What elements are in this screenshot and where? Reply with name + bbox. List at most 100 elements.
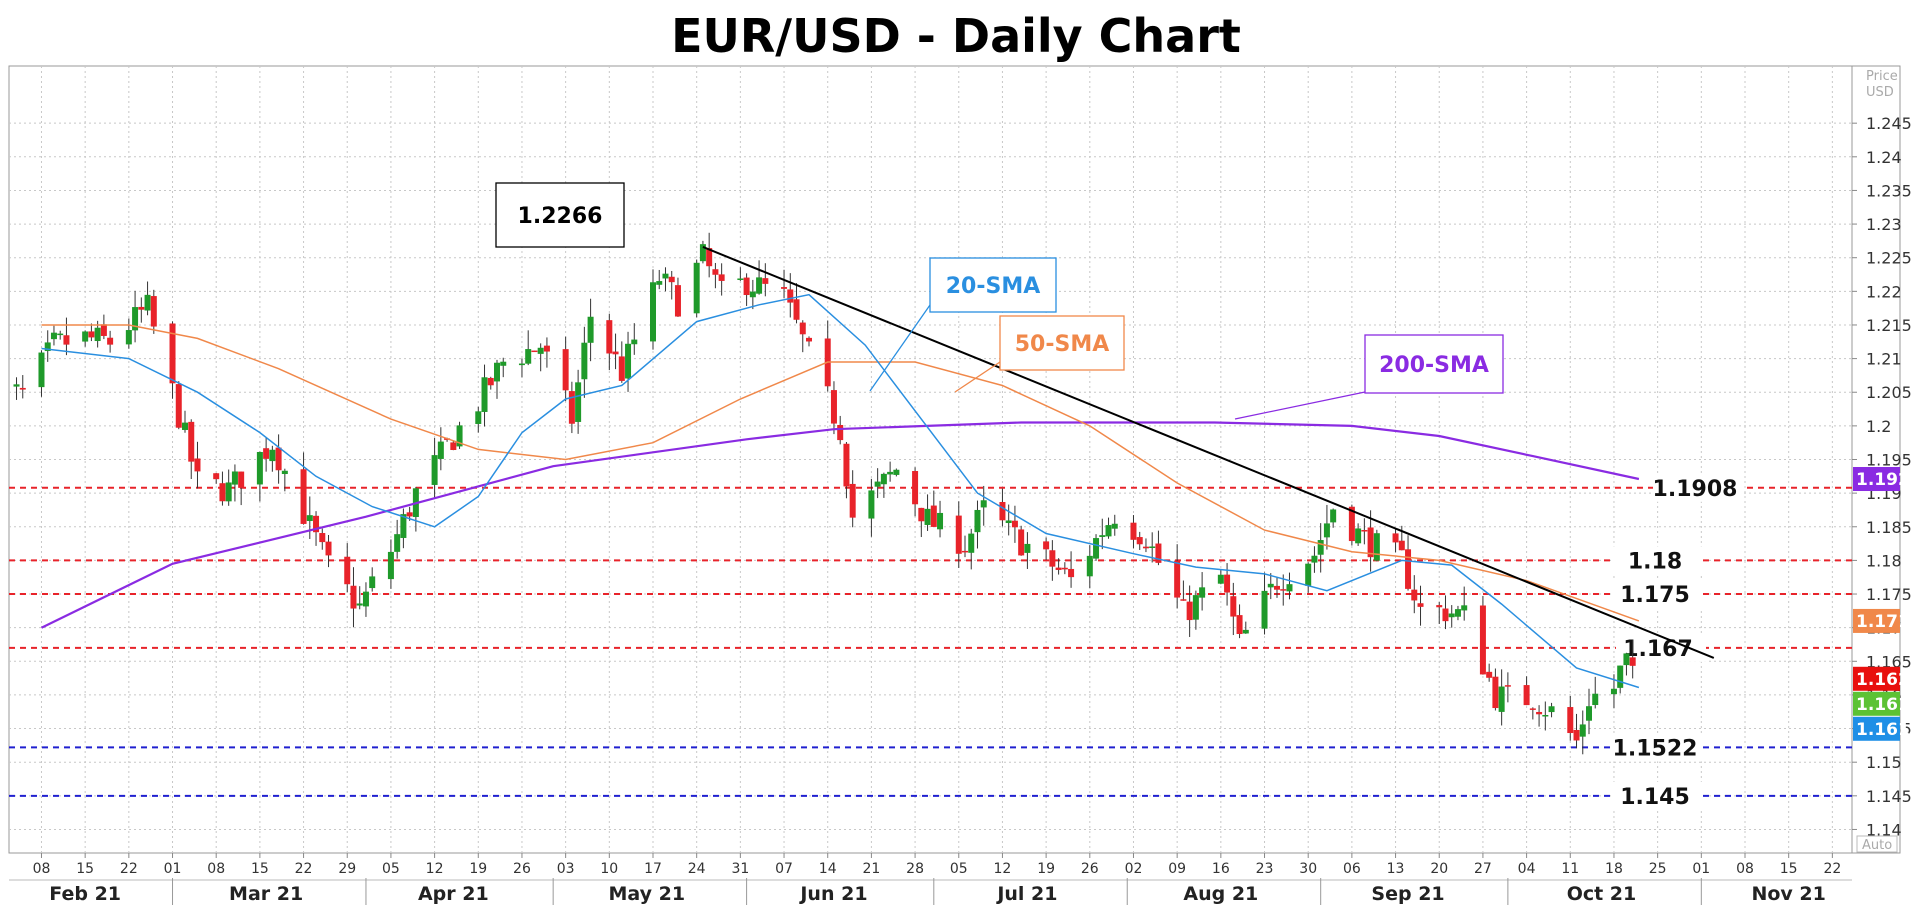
annotation-label: 200-SMA bbox=[1379, 353, 1489, 378]
candle-body bbox=[1542, 714, 1549, 717]
candle-body bbox=[169, 323, 176, 384]
candle-body bbox=[849, 483, 856, 518]
candle-body bbox=[1093, 538, 1100, 559]
candle-body bbox=[1111, 523, 1118, 529]
y-tick-label: 1.205 bbox=[1866, 383, 1912, 402]
x-month-label: May 21 bbox=[608, 883, 685, 905]
auto-scale-label: Auto bbox=[1862, 838, 1892, 853]
candle-body bbox=[107, 337, 114, 345]
level-label: 1.175 bbox=[1620, 583, 1690, 608]
annotation-box bbox=[999, 315, 1125, 371]
x-tick-label: 12 bbox=[426, 861, 444, 877]
x-tick-label: 02 bbox=[1125, 861, 1143, 877]
candle-body bbox=[575, 382, 582, 422]
x-tick-label: 26 bbox=[513, 861, 531, 877]
x-tick-label: 29 bbox=[338, 861, 356, 877]
candle-body bbox=[481, 377, 488, 412]
candle-body bbox=[1411, 589, 1418, 601]
x-month-label: Mar 21 bbox=[229, 883, 303, 905]
x-tick-label: 28 bbox=[906, 861, 924, 877]
x-tick-label: 23 bbox=[1256, 861, 1274, 877]
candle-body bbox=[606, 320, 613, 354]
candle-body bbox=[1018, 529, 1025, 556]
level-label-bg bbox=[1613, 546, 1703, 575]
candle-body bbox=[1011, 520, 1018, 528]
x-tick-label: 08 bbox=[1736, 861, 1754, 877]
x-tick-label: 12 bbox=[994, 861, 1012, 877]
annotation-box bbox=[1364, 334, 1504, 394]
price-tag-box bbox=[1853, 691, 1900, 716]
level-label: 1.18 bbox=[1628, 549, 1682, 574]
candle-body bbox=[437, 441, 444, 459]
candle-body bbox=[306, 515, 313, 522]
candle-body bbox=[631, 339, 638, 345]
x-tick-label: 17 bbox=[644, 861, 662, 877]
annotations: 1.2266 20-SMA 50-SMA 200-SMA bbox=[495, 182, 1504, 420]
candle-body bbox=[1049, 550, 1056, 567]
candle-body bbox=[712, 269, 719, 275]
candle-body bbox=[1355, 528, 1362, 544]
candle-body bbox=[937, 512, 944, 530]
level-label-bg bbox=[1613, 781, 1703, 810]
level-label: 1.145 bbox=[1620, 785, 1690, 810]
candle-body bbox=[125, 330, 132, 345]
candle-body bbox=[531, 350, 538, 353]
candle-body bbox=[1199, 587, 1206, 598]
candle-body bbox=[1086, 555, 1093, 577]
candle-body bbox=[781, 287, 788, 289]
annotation-label: 50-SMA bbox=[1015, 332, 1110, 357]
candle-body bbox=[525, 349, 532, 364]
candle-body bbox=[625, 343, 632, 379]
candle-body bbox=[1623, 653, 1630, 666]
x-month-label: Jul 21 bbox=[995, 883, 1057, 905]
candle-body bbox=[82, 331, 89, 342]
y-tick-label: 1.195 bbox=[1866, 451, 1912, 470]
x-tick-label: 22 bbox=[120, 861, 138, 877]
moving-averages bbox=[41, 293, 1640, 689]
candle-body bbox=[587, 316, 594, 343]
candle-body bbox=[562, 349, 569, 391]
x-tick-label: 20 bbox=[1430, 861, 1448, 877]
candle-body bbox=[344, 556, 351, 585]
x-month-label: Sep 21 bbox=[1371, 883, 1444, 905]
candle-body bbox=[1629, 657, 1636, 666]
annotation-leader bbox=[869, 304, 931, 392]
candle-body bbox=[1417, 603, 1424, 607]
candlesticks bbox=[13, 232, 1636, 755]
candle-body bbox=[581, 342, 588, 380]
x-tick-label: 27 bbox=[1474, 861, 1492, 877]
candle-body bbox=[63, 335, 70, 345]
price-tag-box bbox=[1853, 716, 1900, 741]
candle-body bbox=[319, 533, 326, 543]
candle-body bbox=[1149, 546, 1156, 548]
candle-body bbox=[874, 481, 881, 487]
x-tick-label: 08 bbox=[207, 861, 225, 877]
candle-body bbox=[1099, 535, 1106, 537]
candle-body bbox=[1592, 693, 1599, 706]
candle-body bbox=[999, 502, 1006, 521]
level-label-bg bbox=[1653, 473, 1743, 502]
candle-body bbox=[543, 345, 550, 352]
candle-body bbox=[1442, 608, 1449, 622]
candle-body bbox=[1230, 596, 1237, 617]
candle-body bbox=[1236, 615, 1243, 635]
candle-body bbox=[369, 576, 376, 589]
x-tick-label: 22 bbox=[295, 861, 313, 877]
candle-body bbox=[618, 356, 625, 381]
candle-body bbox=[1305, 563, 1312, 586]
candle-body bbox=[132, 307, 139, 331]
sma200-line bbox=[41, 421, 1640, 629]
y-tick-label: 1.2 bbox=[1866, 417, 1891, 436]
candle-body bbox=[1174, 560, 1181, 598]
candle-body bbox=[1068, 568, 1075, 578]
y-tick-label: 1.14 bbox=[1866, 820, 1902, 839]
candle-body bbox=[843, 443, 850, 487]
candle-body bbox=[1280, 589, 1287, 591]
candle-body bbox=[918, 507, 925, 522]
candle-body bbox=[1136, 537, 1143, 545]
candle-body bbox=[188, 421, 195, 462]
candle-body bbox=[1311, 555, 1318, 563]
